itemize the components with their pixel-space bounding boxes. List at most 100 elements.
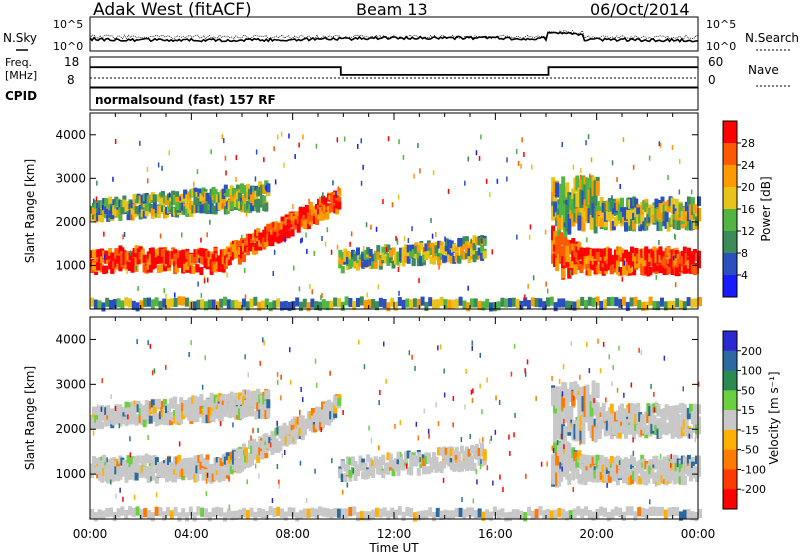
heatmap-cell (654, 473, 659, 483)
heatmap-cell (128, 416, 133, 425)
heatmap-speck (254, 176, 257, 182)
heatmap-cell (449, 448, 454, 457)
heatmap-cell (337, 508, 341, 518)
heatmap-cell (595, 382, 600, 399)
heatmap-cell (345, 251, 350, 259)
heatmap-cell (617, 405, 622, 416)
heatmap-speck (599, 368, 602, 374)
heatmap-cell (553, 201, 558, 217)
heatmap-cell (321, 401, 325, 410)
heatmap-cell (682, 476, 687, 486)
heatmap-cell (676, 420, 681, 431)
heatmap-cell (593, 191, 598, 207)
heatmap-cell (607, 474, 612, 483)
heatmap-cell (229, 397, 234, 407)
heatmap-cell (617, 267, 622, 277)
heatmap-cell (238, 509, 243, 519)
heatmap-speck (299, 409, 301, 415)
heatmap-cell (386, 253, 391, 261)
freq-label-2: [MHz] (5, 69, 37, 82)
heatmap-speck (123, 232, 126, 237)
range-tick-label: 3000 (55, 377, 86, 391)
heatmap-cell (593, 427, 598, 443)
heatmap-cell (135, 302, 140, 312)
heatmap-cell (530, 510, 535, 520)
heatmap-cell (585, 457, 590, 467)
heatmap-cell (622, 408, 626, 419)
heatmap-cell (573, 452, 578, 463)
heatmap-cell (632, 253, 637, 262)
heatmap-cell (447, 458, 452, 467)
heatmap-cell (571, 211, 576, 227)
heatmap-cell (382, 507, 387, 517)
heatmap-speck (203, 278, 206, 284)
heatmap-cell (686, 508, 691, 519)
heatmap-cell (684, 265, 689, 274)
heatmap-speck (298, 142, 300, 148)
heatmap-cell (648, 425, 653, 435)
heatmap-cell (464, 456, 469, 465)
heatmap-cell (237, 399, 242, 409)
heatmap-cell (609, 209, 614, 219)
heatmap-cell (475, 443, 480, 452)
heatmap-cell (420, 296, 425, 306)
heatmap-cell (378, 456, 383, 465)
heatmap-speck (224, 155, 227, 161)
heatmap-cell (396, 460, 401, 469)
heatmap-speck (403, 236, 406, 242)
heatmap-cell (593, 469, 598, 479)
heatmap-cell (116, 298, 121, 308)
heatmap-speck (632, 437, 634, 443)
heatmap-cell (325, 301, 330, 311)
heatmap-cell (559, 411, 564, 427)
time-tick-label: 00:00 (681, 527, 716, 541)
heatmap-cell (527, 300, 531, 310)
heatmap-cell (169, 462, 173, 471)
heatmap-cell (166, 299, 170, 309)
heatmap-cell (136, 455, 141, 464)
heatmap-speck (580, 174, 582, 180)
heatmap-speck (317, 214, 319, 220)
heatmap-cell (192, 512, 197, 522)
heatmap-cell (419, 255, 424, 264)
heatmap-cell (409, 244, 414, 253)
heatmap-speck (314, 358, 317, 364)
heatmap-speck (284, 237, 286, 243)
heatmap-cell (230, 511, 235, 521)
heatmap-cell (406, 450, 411, 459)
heatmap-speck (352, 468, 354, 474)
heatmap-cell (237, 392, 242, 402)
heatmap-cell (230, 300, 235, 310)
heatmap-cell (199, 454, 204, 463)
heatmap-cell (169, 398, 173, 407)
heatmap-speck (467, 156, 469, 162)
heatmap-cell (97, 300, 102, 310)
heatmap-cell (567, 442, 572, 455)
heatmap-cell (654, 461, 659, 470)
heatmap-cell (215, 506, 220, 516)
heatmap-cell (173, 398, 178, 407)
heatmap-speck (423, 247, 425, 253)
heatmap-speck (398, 290, 400, 296)
heatmap-cell (477, 447, 482, 456)
heatmap-speck (524, 294, 526, 300)
heatmap-cell (692, 250, 697, 260)
heatmap-speck (206, 472, 209, 478)
heatmap-cell (442, 255, 447, 263)
heatmap-cell (274, 427, 279, 436)
heatmap-speck (276, 420, 278, 426)
heatmap-speck (563, 222, 566, 228)
heatmap-speck (103, 231, 105, 237)
colorbar-segment (723, 187, 737, 210)
heatmap-cell (268, 302, 273, 312)
heatmap-cell (648, 296, 653, 306)
heatmap-cell (581, 418, 586, 434)
heatmap-cell (175, 196, 180, 205)
heatmap-cell (646, 474, 651, 484)
heatmap-cell (108, 458, 113, 467)
heatmap-cell (467, 449, 472, 458)
heatmap-speck (486, 465, 489, 471)
heatmap-cell (396, 257, 401, 266)
heatmap-speck (529, 224, 532, 230)
heatmap-speck (146, 167, 149, 172)
